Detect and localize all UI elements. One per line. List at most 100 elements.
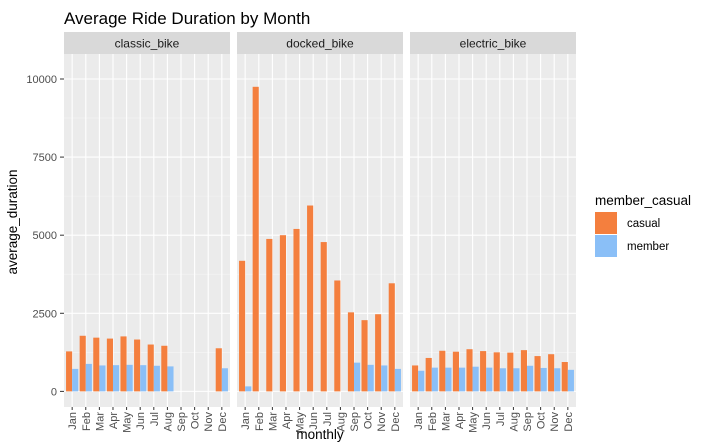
- facet-panel-electric-bike: electric_bike Jan Feb Mar Apr May Jun Jul Aug Sep…: [410, 32, 576, 433]
- bar-electric-bike-member-dec: [567, 369, 574, 392]
- bar-classic-bike-member-jun: [140, 365, 147, 392]
- bar-docked-bike-member-nov: [381, 365, 388, 392]
- bar-docked-bike-casual-may: [293, 228, 300, 392]
- x-tick-label: Jan: [240, 412, 252, 430]
- bar-electric-bike-member-jul: [499, 368, 506, 392]
- x-tick-label: Aug: [162, 412, 174, 432]
- bar-classic-bike-member-may: [126, 364, 133, 392]
- bar-docked-bike-casual-jan: [239, 260, 246, 392]
- bar-classic-bike-member-feb: [85, 363, 92, 392]
- x-tick-label: May: [295, 412, 307, 433]
- bar-docked-bike-casual-aug: [334, 280, 341, 392]
- bar-classic-bike-casual-mar: [93, 337, 100, 392]
- bar-electric-bike-member-feb: [431, 367, 438, 392]
- x-tick-label: Apr: [454, 412, 466, 429]
- facet-panel-classic-bike: classic_bike Jan Feb Mar Apr May Jun Jul Aug Sep O…: [64, 32, 230, 433]
- x-tick-label: Nov: [376, 412, 388, 432]
- bar-classic-bike-casual-feb: [79, 335, 86, 392]
- legend-key-member: [595, 235, 617, 257]
- bar-electric-bike-member-oct: [540, 367, 547, 392]
- bar-classic-bike-casual-aug: [161, 345, 168, 392]
- bar-electric-bike-member-nov: [554, 368, 561, 392]
- x-tick-label: Mar: [94, 412, 106, 431]
- legend: member_casual casual member: [595, 193, 691, 257]
- x-tick-label: Mar: [440, 412, 452, 431]
- x-tick-label: Aug: [508, 412, 520, 432]
- bar-classic-bike-member-dec: [221, 368, 228, 392]
- x-tick-label: Jul: [149, 412, 161, 426]
- bar-classic-bike-casual-dec: [215, 348, 222, 392]
- y-tick-label: 5000: [33, 230, 57, 242]
- bar-docked-bike-casual-nov: [375, 314, 382, 392]
- facet-strip-label: electric_bike: [460, 37, 527, 51]
- bar-docked-bike-member-jan: [245, 386, 252, 392]
- bar-electric-bike-member-mar: [445, 367, 452, 392]
- bar-electric-bike-member-aug: [513, 368, 520, 392]
- x-tick-label: Mar: [267, 412, 279, 431]
- x-tick-label: Nov: [203, 412, 215, 432]
- bar-electric-bike-member-jan: [418, 370, 425, 392]
- bar-electric-bike-casual-oct: [534, 356, 541, 392]
- bar-classic-bike-member-mar: [99, 365, 106, 392]
- bar-docked-bike-member-dec: [394, 368, 401, 392]
- y-tick-label: 7500: [33, 152, 57, 164]
- x-tick-label: Apr: [108, 412, 120, 429]
- bar-docked-bike-casual-jun: [307, 205, 314, 392]
- x-tick-label: Nov: [549, 412, 561, 432]
- x-tick-label: Aug: [335, 412, 347, 432]
- facet-strip-label: classic_bike: [115, 37, 180, 51]
- x-tick-label: Oct: [536, 412, 548, 429]
- y-tick-label: 2500: [33, 308, 57, 320]
- facet-panel-docked-bike: docked_bike Jan Feb Mar Apr May Jun Jul Aug Sep Oc…: [237, 32, 403, 433]
- x-tick-label: Apr: [281, 412, 293, 429]
- legend-label-casual: casual: [627, 218, 660, 230]
- x-axis-label: monthly: [296, 427, 344, 442]
- y-tick-label: 0: [51, 386, 57, 398]
- panel-background: [64, 54, 230, 407]
- bar-docked-bike-casual-feb: [252, 86, 259, 392]
- bar-electric-bike-casual-jan: [412, 365, 419, 392]
- bar-docked-bike-casual-dec: [388, 283, 395, 392]
- x-tick-label: Oct: [190, 412, 202, 429]
- bar-electric-bike-casual-mar: [439, 350, 446, 392]
- bar-electric-bike-casual-aug: [507, 352, 514, 392]
- bar-docked-bike-casual-sep: [347, 312, 355, 392]
- bar-classic-bike-casual-apr: [106, 338, 113, 392]
- bar-electric-bike-casual-may: [466, 349, 473, 392]
- bar-classic-bike-member-aug: [167, 366, 174, 392]
- x-tick-label: Feb: [254, 412, 266, 431]
- bar-classic-bike-member-jul: [153, 365, 160, 392]
- bar-electric-bike-casual-apr: [452, 351, 459, 392]
- facet-strip: [410, 32, 576, 54]
- x-tick-label: Feb: [81, 412, 93, 431]
- y-axis-label: average_duration: [5, 169, 20, 274]
- x-tick-label: Sep: [176, 412, 188, 432]
- x-tick-label: Oct: [363, 412, 375, 429]
- bar-classic-bike-member-apr: [112, 365, 120, 392]
- x-tick-label: Jun: [308, 412, 320, 430]
- facet-strip-label: docked_bike: [286, 37, 354, 51]
- bar-docked-bike-casual-apr: [279, 235, 286, 392]
- x-tick-label: Sep: [349, 412, 361, 432]
- bar-classic-bike-casual-jun: [134, 339, 141, 392]
- x-tick-label: Jan: [67, 412, 79, 430]
- bar-classic-bike-casual-jul: [147, 344, 154, 392]
- x-tick-label: Dec: [390, 412, 402, 432]
- chart-title: Average Ride Duration by Month: [64, 9, 310, 28]
- x-tick-label: Jun: [135, 412, 147, 430]
- facet-strip: [237, 32, 403, 54]
- bar-docked-bike-member-sep: [354, 362, 361, 392]
- x-tick-label: Feb: [427, 412, 439, 431]
- facet-strip: [64, 32, 230, 54]
- bar-electric-bike-casual-jun: [480, 351, 487, 392]
- x-tick-label: Dec: [217, 412, 229, 432]
- legend-key-casual: [595, 212, 617, 234]
- bar-electric-bike-casual-jul: [493, 352, 500, 392]
- bar-electric-bike-member-sep: [527, 365, 534, 392]
- bar-classic-bike-casual-may: [120, 336, 127, 392]
- panel-background: [410, 54, 576, 407]
- x-tick-label: Sep: [522, 412, 534, 432]
- x-tick-label: Jul: [495, 412, 507, 426]
